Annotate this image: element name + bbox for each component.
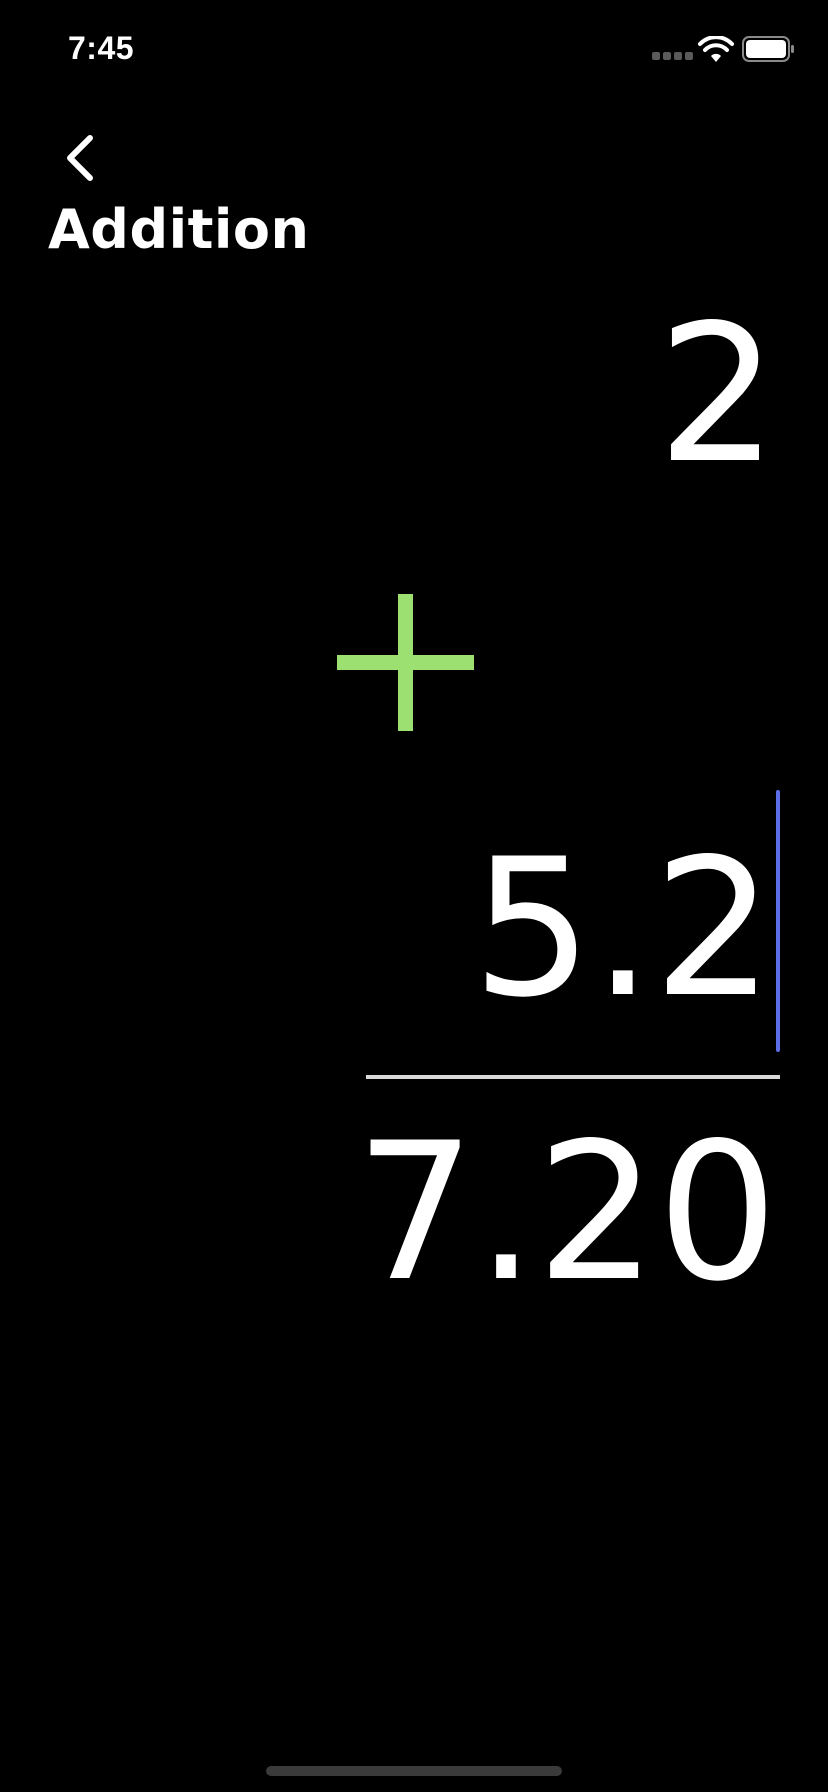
battery-full-icon [742, 36, 794, 62]
home-indicator[interactable] [266, 1766, 562, 1776]
status-bar: 7:45 [0, 0, 828, 100]
page-title: Addition [48, 198, 310, 261]
text-cursor [776, 790, 780, 1052]
chevron-left-icon [67, 135, 93, 181]
back-button[interactable] [56, 128, 106, 188]
result-value: 7.20 [354, 1102, 778, 1323]
wifi-icon [698, 36, 734, 62]
second-operand-input[interactable]: 5.2 [472, 790, 780, 1052]
cellular-dots-icon [652, 52, 693, 60]
first-operand: 2 [657, 284, 778, 505]
sum-divider [366, 1075, 780, 1079]
second-operand-value: 5.2 [471, 818, 774, 1039]
plus-icon [337, 594, 474, 731]
status-time: 7:45 [68, 30, 135, 66]
